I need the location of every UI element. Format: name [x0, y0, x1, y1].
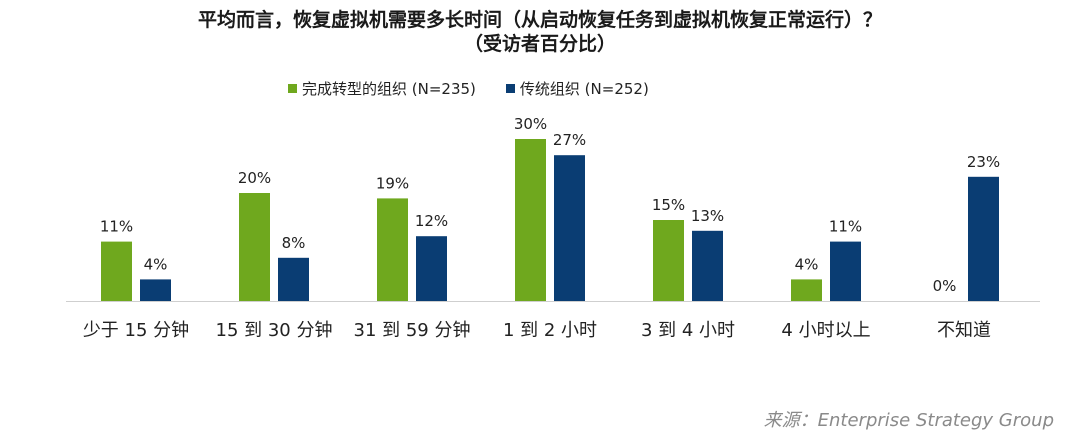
bar-traditional-4 — [692, 230, 723, 301]
bar-traditional-2 — [416, 236, 447, 301]
chart-title: 平均而言，恢复虚拟机需要多长时间（从启动恢复任务到虚拟机恢复正常运行）？ （受访… — [0, 8, 1080, 56]
legend-swatch-traditional — [505, 84, 515, 93]
bar-traditional-1 — [278, 257, 309, 301]
data-label-traditional-0: 4% — [144, 255, 168, 273]
legend-item-traditional: 传统组织 (N=252) — [505, 78, 649, 99]
source-note: 来源：Enterprise Strategy Group — [763, 410, 1054, 431]
category-label-2: 31 到 59 分钟 — [354, 320, 471, 341]
bar-transformed-5 — [791, 279, 822, 301]
legend-item-transformed: 完成转型的组织 (N=235) — [288, 78, 476, 99]
data-label-traditional-5: 11% — [829, 218, 862, 236]
data-label-traditional-3: 27% — [553, 131, 586, 149]
legend-label-transformed: 完成转型的组织 (N=235) — [302, 80, 476, 98]
legend: 完成转型的组织 (N=235) 传统组织 (N=252) — [288, 78, 679, 99]
legend-swatch-transformed — [288, 84, 297, 93]
data-label-transformed-0: 11% — [100, 218, 133, 236]
data-label-transformed-6: 0% — [933, 277, 957, 295]
data-label-transformed-3: 30% — [514, 115, 547, 133]
category-label-4: 3 到 4 小时 — [641, 320, 735, 341]
data-label-traditional-6: 23% — [967, 153, 1000, 171]
chart-subtitle: （受访者百分比） — [463, 33, 616, 55]
category-label-5: 4 小时以上 — [781, 320, 870, 341]
bar-traditional-3 — [554, 155, 585, 301]
data-label-transformed-4: 15% — [652, 196, 685, 214]
data-label-transformed-5: 4% — [795, 255, 819, 273]
category-label-6: 不知道 — [937, 320, 991, 341]
chart-title-main: 平均而言，恢复虚拟机需要多长时间（从启动恢复任务到虚拟机恢复正常运行）？ — [197, 9, 882, 31]
bar-transformed-1 — [239, 193, 270, 301]
bar-traditional-0 — [140, 279, 171, 301]
category-label-3: 1 到 2 小时 — [503, 320, 597, 341]
data-label-traditional-4: 13% — [691, 207, 724, 225]
bar-transformed-2 — [377, 198, 408, 301]
category-label-0: 少于 15 分钟 — [83, 320, 189, 341]
bar-traditional-5 — [830, 241, 861, 301]
data-label-traditional-1: 8% — [282, 234, 306, 252]
data-label-traditional-2: 12% — [415, 212, 448, 230]
data-label-transformed-1: 20% — [238, 169, 271, 187]
bar-traditional-6 — [968, 176, 999, 301]
bar-transformed-4 — [653, 220, 684, 301]
legend-label-traditional: 传统组织 (N=252) — [519, 80, 649, 98]
data-label-transformed-2: 19% — [376, 174, 409, 192]
bar-transformed-0 — [101, 241, 132, 301]
bar-transformed-3 — [515, 139, 546, 301]
category-label-1: 15 到 30 分钟 — [216, 320, 333, 341]
